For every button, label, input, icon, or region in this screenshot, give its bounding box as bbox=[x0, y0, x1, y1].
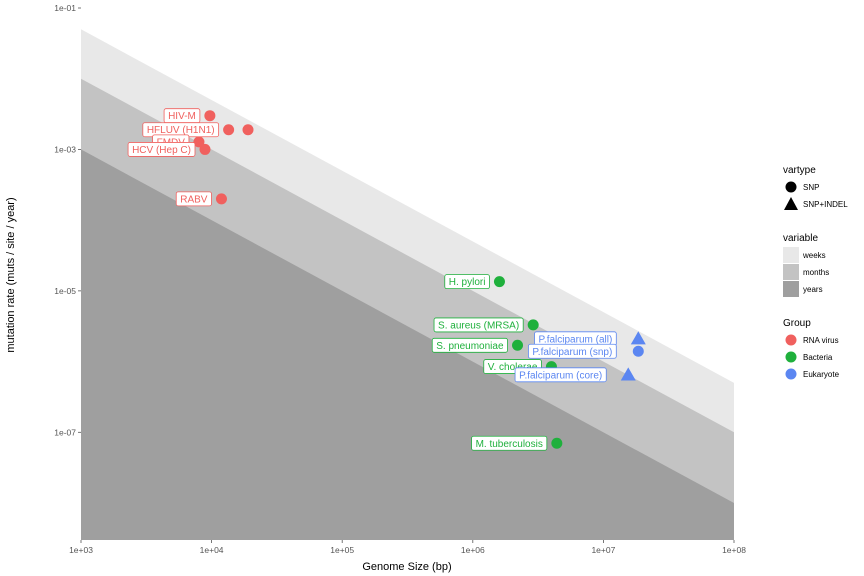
legend-item-label: SNP+INDEL bbox=[803, 200, 848, 209]
x-axis-ticks: 1e+03 1e+04 1e+05 1e+06 1e+07 1e+08 bbox=[69, 540, 746, 555]
point-label: S. aureus (MRSA) bbox=[433, 317, 524, 333]
legend-item-label: Eukaryote bbox=[803, 370, 840, 379]
legend-title: variable bbox=[783, 233, 818, 244]
background-bands bbox=[81, 29, 734, 541]
legend-title: vartype bbox=[783, 165, 816, 176]
legend-item-label: Bacteria bbox=[803, 353, 833, 362]
point-label-text: S. pneumoniae bbox=[436, 341, 504, 352]
point-label: HCV (Hep C) bbox=[127, 142, 196, 157]
point-label-box bbox=[431, 337, 508, 353]
data-point-circle bbox=[223, 124, 235, 136]
point-label-text: V. cholerae bbox=[488, 362, 538, 373]
point-label: M. tuberculosis bbox=[471, 435, 548, 451]
x-tick-label: 1e+05 bbox=[330, 545, 354, 555]
point-label-text: RABV bbox=[180, 194, 208, 205]
data-point-circle bbox=[215, 193, 227, 205]
point-label-text: HIV-M bbox=[168, 111, 196, 122]
y-tick-label: 1e-01 bbox=[54, 3, 76, 13]
point-label-text: HCV (Hep C) bbox=[132, 145, 191, 156]
point-label-box bbox=[528, 343, 617, 359]
legend-key-circle bbox=[785, 181, 797, 193]
point-label-box bbox=[444, 274, 490, 290]
legend-key-swatch bbox=[783, 281, 799, 297]
data-point-circle bbox=[551, 437, 563, 449]
data-point-circle bbox=[199, 143, 211, 155]
data-point-circle bbox=[512, 339, 524, 351]
point-label-text: S. aureus (MRSA) bbox=[438, 320, 519, 331]
point-label: RABV bbox=[175, 191, 212, 207]
y-tick-label: 1e-05 bbox=[54, 286, 76, 296]
legend: vartype SNP SNP+INDEL variable weeks months ye… bbox=[783, 165, 848, 380]
legend-key-circle bbox=[785, 351, 797, 363]
point-label-box bbox=[471, 435, 548, 451]
x-tick-label: 1e+07 bbox=[591, 545, 615, 555]
legend-key-triangle bbox=[784, 197, 798, 210]
y-tick-label: 1e-03 bbox=[54, 144, 76, 154]
point-label: HIV-M bbox=[163, 108, 201, 124]
point-label-text: P.falciparum (snp) bbox=[532, 347, 612, 358]
y-axis-label: mutation rate (muts / site / year) bbox=[5, 197, 17, 352]
legend-item-label: months bbox=[803, 268, 829, 277]
data-points bbox=[193, 110, 646, 449]
y-tick-label: 1e-07 bbox=[54, 427, 76, 437]
legend-key-circle bbox=[785, 368, 797, 380]
point-label-text: HFLUV (H1N1) bbox=[147, 125, 215, 136]
point-label-box bbox=[127, 142, 196, 157]
point-label: S. pneumoniae bbox=[431, 337, 508, 353]
data-point-circle bbox=[204, 110, 216, 122]
data-point-circle bbox=[493, 276, 505, 288]
point-label: P.falciparum (core) bbox=[514, 367, 607, 383]
legend-key-circle bbox=[785, 334, 797, 346]
point-label: P.falciparum (all) bbox=[534, 331, 617, 347]
x-tick-label: 1e+04 bbox=[200, 545, 224, 555]
data-point-triangle bbox=[630, 331, 646, 345]
point-label-box bbox=[175, 191, 212, 207]
point-label-box bbox=[514, 367, 607, 383]
point-label-box bbox=[433, 317, 524, 333]
point-label: HFLUV (H1N1) bbox=[142, 122, 220, 138]
legend-key-swatch bbox=[783, 264, 799, 280]
point-label: H. pylori bbox=[444, 274, 490, 290]
point-label-text: P.falciparum (all) bbox=[539, 334, 613, 345]
legend-item-label: RNA virus bbox=[803, 336, 839, 345]
data-point-circle bbox=[632, 345, 644, 357]
legend-item-label: years bbox=[803, 285, 823, 294]
x-tick-label: 1e+06 bbox=[461, 545, 485, 555]
point-label: P.falciparum (snp) bbox=[528, 343, 617, 359]
data-point-circle bbox=[193, 136, 205, 148]
band-years bbox=[81, 149, 734, 540]
legend-title: Group bbox=[783, 318, 811, 329]
y-axis-ticks: 1e-01 1e-03 1e-05 1e-07 bbox=[54, 3, 81, 437]
data-point-circle bbox=[242, 124, 254, 136]
legend-item-label: weeks bbox=[802, 251, 826, 260]
x-tick-label: 1e+03 bbox=[69, 545, 93, 555]
point-label-text: P.falciparum (core) bbox=[519, 370, 602, 381]
legend-item-label: SNP bbox=[803, 183, 819, 192]
data-point-triangle bbox=[620, 367, 636, 381]
point-label-text: H. pylori bbox=[449, 277, 486, 288]
x-axis-label: Genome Size (bp) bbox=[362, 561, 451, 573]
legend-key-swatch bbox=[783, 247, 799, 263]
point-label-text: M. tuberculosis bbox=[476, 439, 543, 450]
data-point-circle bbox=[527, 319, 539, 331]
axes: 1e+03 1e+04 1e+05 1e+06 1e+07 1e+08 1e-011e-0… bbox=[5, 3, 746, 573]
x-tick-label: 1e+08 bbox=[722, 545, 746, 555]
